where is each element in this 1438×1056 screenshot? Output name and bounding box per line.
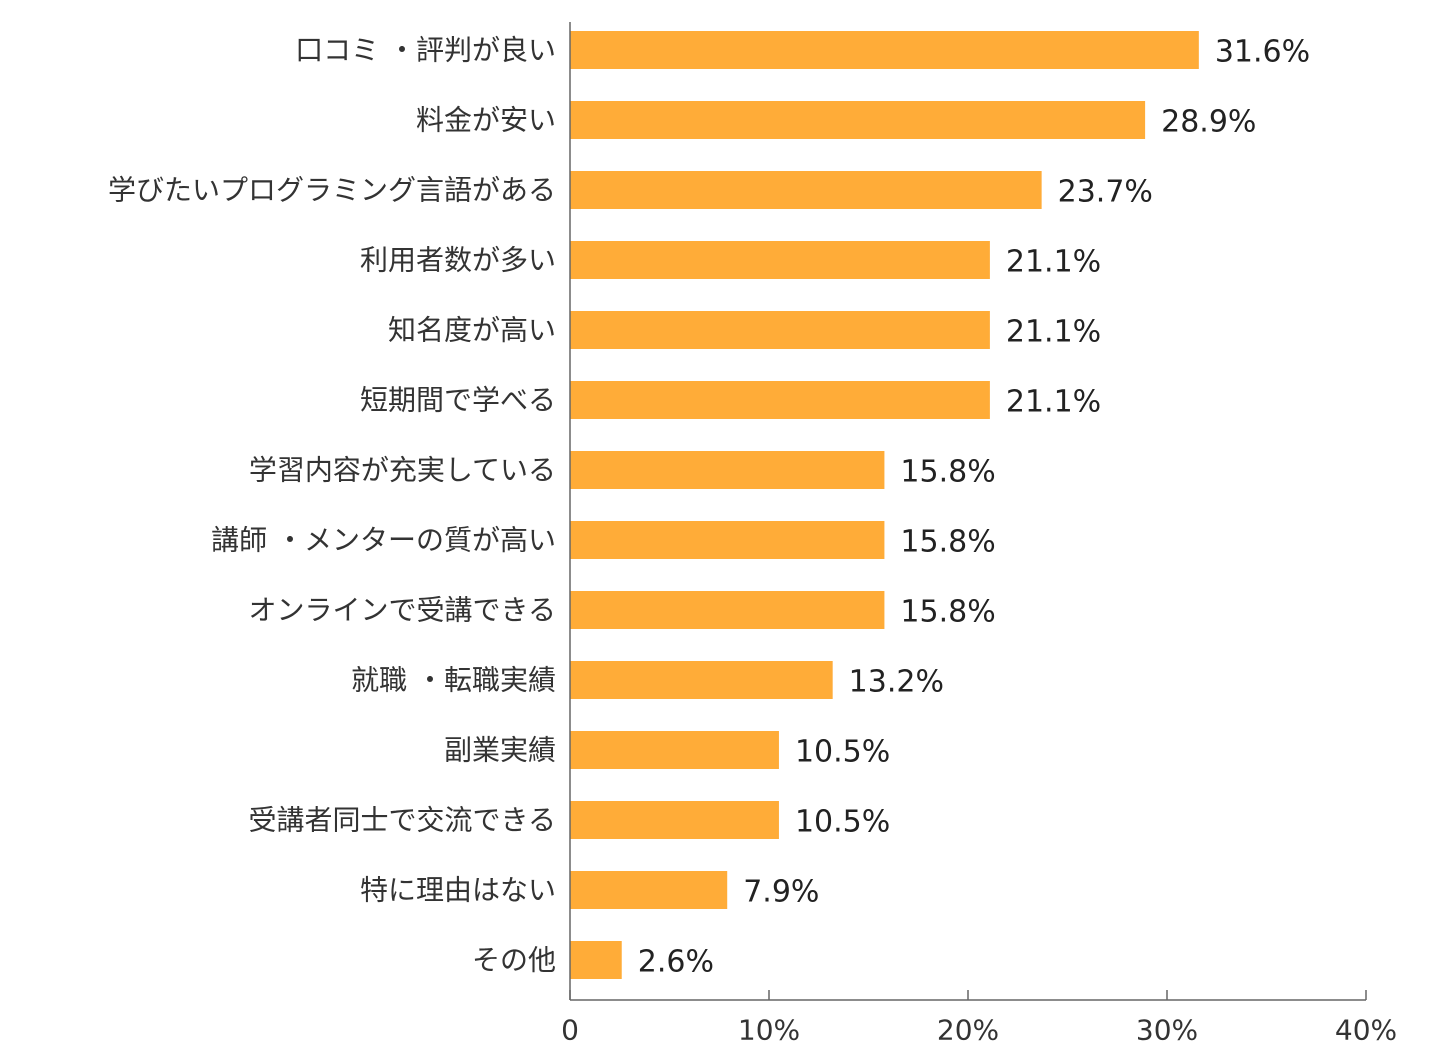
value-label-3: 21.1% (1006, 245, 1101, 280)
bar-7 (570, 521, 885, 559)
category-label-0: 口コミ ・評判が良い (295, 34, 556, 67)
value-labels-group: 31.6% 28.9%23.7% 21.1% 21.1% 21.1% 15.8% 15.8%… (638, 35, 1310, 980)
value-label-1: 28.9% (1161, 105, 1256, 140)
category-label-10: 副業実績 (444, 734, 556, 767)
bar-10 (570, 731, 779, 769)
category-label-7: 講師 ・メンターの質が高い (211, 524, 556, 557)
value-label-12: 7.9% (743, 875, 819, 910)
x-tick-label-2: 20% (937, 1014, 999, 1047)
category-label-11: 受講者同士で交流できる (249, 804, 556, 837)
value-label-9: 13.2% (849, 665, 944, 700)
category-label-3: 利用者数が多い (360, 244, 556, 277)
bar-1 (570, 101, 1146, 139)
category-label-5: 短期間で学べる (360, 384, 556, 417)
value-label-8: 15.8% (900, 595, 995, 630)
axes-group: 0 10% 20% 30% 40% (561, 22, 1397, 1047)
category-label-13: その他 (472, 944, 556, 977)
bar-8 (570, 591, 885, 629)
bar-13 (570, 941, 622, 979)
value-label-4: 21.1% (1006, 315, 1101, 350)
value-label-0: 31.6% (1215, 35, 1310, 70)
x-tick-label-3: 30% (1136, 1014, 1198, 1047)
value-label-7: 15.8% (900, 525, 995, 560)
bar-5 (570, 381, 990, 419)
bar-0 (570, 31, 1199, 69)
bar-9 (570, 661, 833, 699)
bar-12 (570, 871, 728, 909)
x-tick-label-0: 0 (561, 1014, 579, 1047)
value-label-11: 10.5% (795, 805, 890, 840)
value-label-2: 23.7% (1058, 175, 1153, 210)
category-label-4: 知名度が高い (388, 314, 556, 347)
category-labels-group: 口コミ ・評判が良い料金が安い学びたいプログラミング言語がある利用者数が多い知名… (108, 34, 556, 977)
category-label-1: 料金が安い (416, 104, 556, 137)
category-label-12: 特に理由はない (360, 874, 556, 907)
bar-11 (570, 801, 779, 839)
x-tick-label-4: 40% (1335, 1014, 1397, 1047)
category-label-9: 就職 ・転職実績 (351, 664, 556, 697)
category-label-2: 学びたいプログラミング言語がある (108, 174, 556, 207)
bar-3 (570, 241, 990, 279)
category-label-6: 学習内容が充実している (249, 454, 556, 487)
bar-4 (570, 311, 990, 349)
bar-6 (570, 451, 885, 489)
value-label-5: 21.1% (1006, 385, 1101, 420)
bars-group (570, 31, 1199, 979)
x-tick-label-1: 10% (738, 1014, 800, 1047)
value-label-13: 2.6% (638, 945, 714, 980)
category-label-8: オンラインで受講できる (249, 594, 556, 627)
value-label-10: 10.5% (795, 735, 890, 770)
value-label-6: 15.8% (900, 455, 995, 490)
bar-2 (570, 171, 1042, 209)
